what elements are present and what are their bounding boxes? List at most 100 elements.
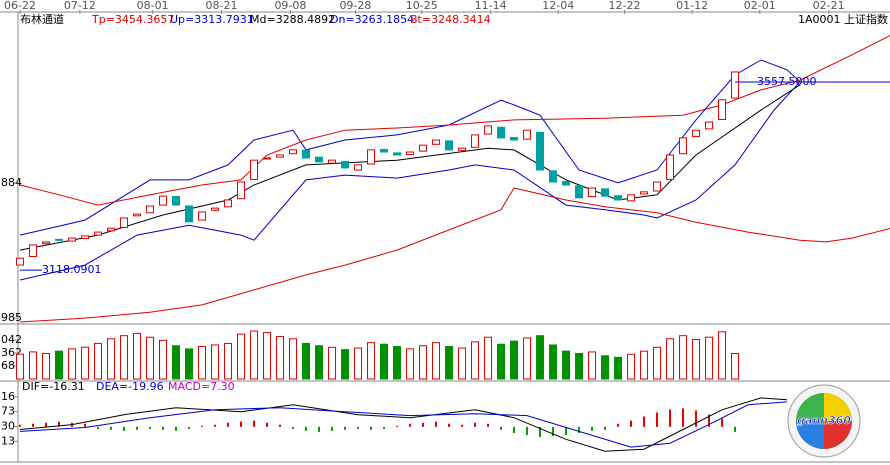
macd-bar [591,426,594,431]
candle-body [601,188,610,197]
volume-bar [471,341,480,380]
macd-label: DEA=-19.96 [96,380,164,393]
macd-bar [526,426,529,436]
volume-bar [627,353,636,380]
candle-body [224,199,233,208]
macd-bar [214,424,217,427]
candle-body [276,154,285,158]
macd-bar [279,424,282,427]
y-tick-label: 73 [1,405,15,418]
candle-body [302,149,311,159]
candle-body [16,257,25,266]
indicator: Bt=3248.3414 [410,13,491,26]
candle-body [133,213,142,217]
macd-bar [266,422,269,427]
macd-bar [487,423,490,427]
volume-bar [250,330,259,380]
candle-body [562,181,571,186]
volume-bar [458,347,467,380]
volume-bar [107,338,116,380]
candle-body [549,170,558,183]
volume-bar [29,351,38,380]
x-tick-label: 11-14 [475,0,507,12]
candle-body [120,217,129,228]
indicator-line [19,187,890,323]
symbol: 1A0001 上证指数 [798,12,888,26]
volume-bar [224,342,233,380]
candle-body [42,241,51,245]
x-tick-label: 09-08 [274,0,306,12]
macd-label: DIF=-16.31 [22,380,85,393]
macd-bar [253,420,256,427]
macd-bar [539,426,542,438]
candle-body [510,136,519,141]
macd-label: MACD=7.30 [168,380,235,393]
volume-bar [289,338,298,380]
volume-bar [328,346,337,380]
indicator-line [19,397,788,452]
macd-bar [435,421,438,427]
macd-bar [45,422,48,427]
volume-bar [354,347,363,380]
candle-body [263,157,272,160]
candle-body [380,148,389,153]
candle-body [81,235,90,240]
candle-body [627,194,636,202]
macd-bar [240,421,243,427]
volume-bar [562,350,571,380]
candle-body [523,129,532,140]
macd-bar [201,425,204,427]
macd-bar [669,409,672,427]
macd-bar [708,414,711,427]
volume-bar [575,352,584,380]
macd-bar [474,422,477,427]
candle-body [406,151,415,156]
volume-bar [302,342,311,380]
candle-body [471,134,480,148]
y-tick-label: 30 [1,420,15,433]
candle-body [640,191,649,195]
macd-bar [344,426,347,430]
annotation: 3118.0901 [42,263,101,276]
logo-quadrant [796,421,824,449]
macd-bar [448,423,451,427]
candle-body [679,137,688,155]
candle-body [146,205,155,214]
logo-quadrant [824,421,852,449]
candle-body [328,159,337,164]
volume-bar [159,339,168,380]
macd-bar [565,426,568,436]
candle-body [653,181,662,192]
volume-bar [614,356,623,380]
chart-title: 布林通道 [20,12,64,26]
volume-bar [536,335,545,380]
macd-bar [578,426,581,433]
macd-bar [162,426,165,430]
y-tick-label: 042 [1,333,22,346]
macd-bar [617,423,620,427]
volume-bar [549,344,558,380]
volume-bar [718,331,727,380]
indicator-line [19,81,801,281]
candle-body [185,205,194,223]
candle-body [367,149,376,165]
volume-bar [406,348,415,380]
macd-bar [32,423,35,427]
x-tick-label: 08-01 [137,0,169,12]
candle-body [575,185,584,199]
volume-bar [146,336,155,380]
candle-body [731,71,740,99]
volume-bar [393,346,402,380]
candle-body [445,140,454,151]
candle-body [29,244,38,257]
y-tick-label: 985 [1,311,22,324]
macd-bar [97,426,100,429]
candle-body [107,227,116,232]
macd-bar [136,426,139,430]
candle-body [159,195,168,206]
volume-bar [653,346,662,380]
volume-bar [16,353,25,380]
y-tick-label: 13 [1,434,15,447]
indicator: Md=3288.4892 [250,13,335,26]
volume-bar [419,345,428,380]
